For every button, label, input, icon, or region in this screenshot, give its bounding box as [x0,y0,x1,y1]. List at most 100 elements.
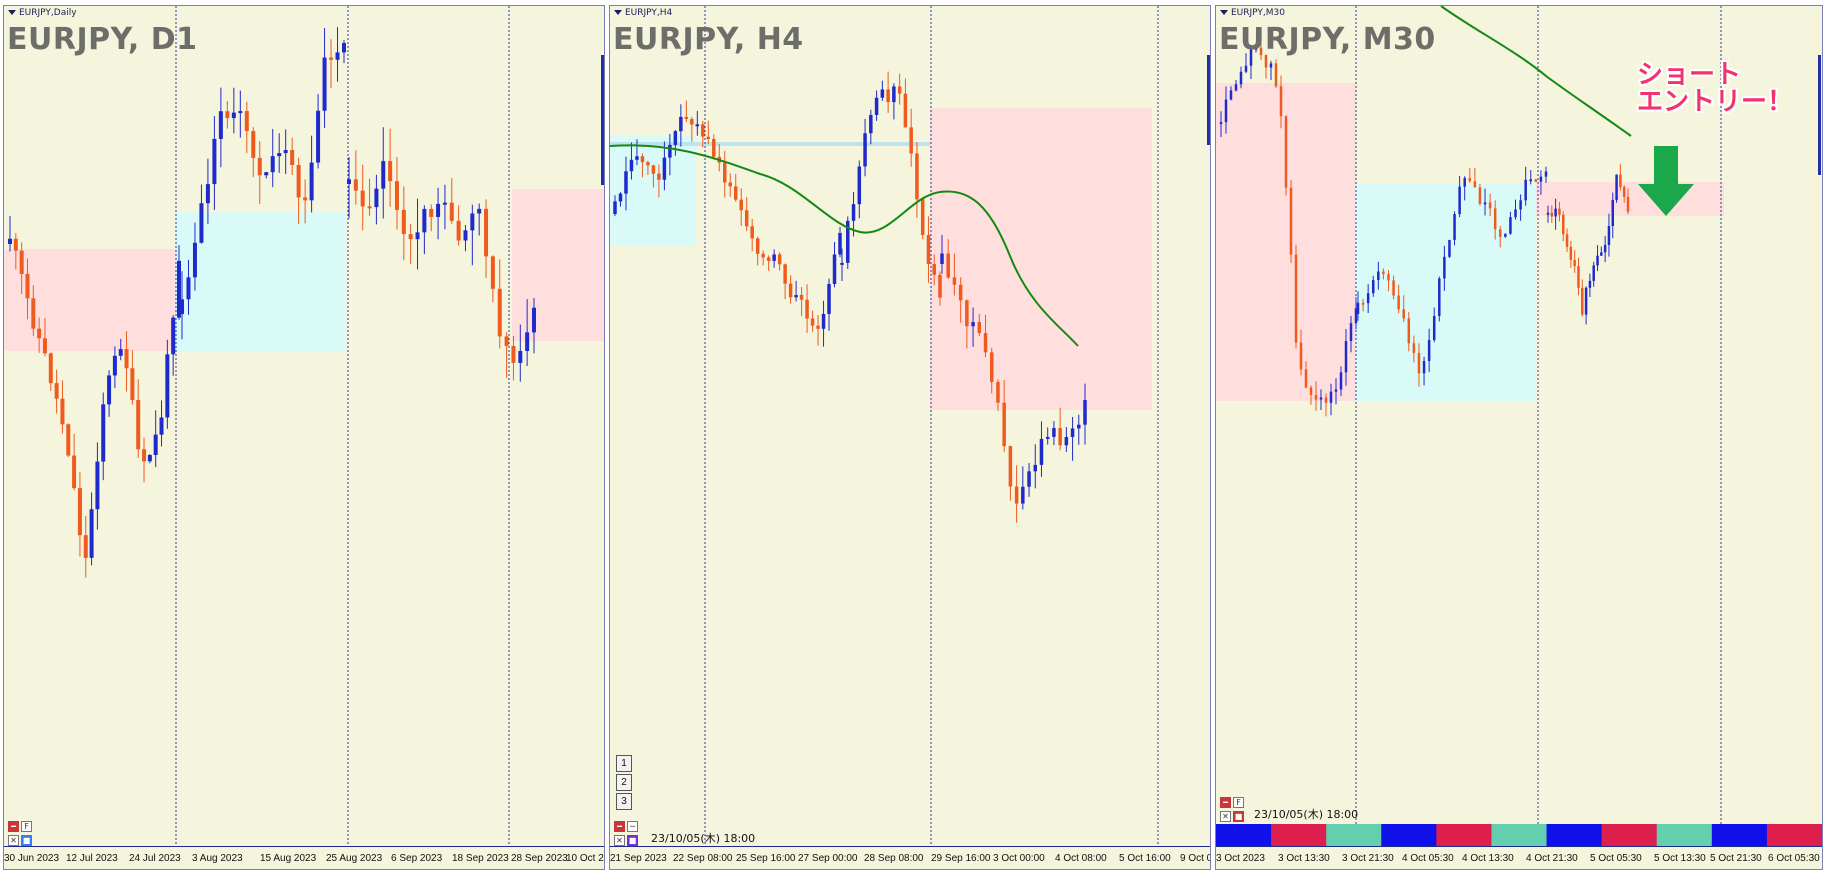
caret-down-icon [614,10,622,15]
tool-button-3[interactable]: 3 [616,793,632,810]
indicator-icon[interactable]: ■ [21,835,32,846]
candle [525,332,530,351]
moving-average-line [610,144,1079,347]
minimize-icon[interactable]: ━ [1220,797,1231,808]
chart-panel-d1[interactable]: EURJPY,Daily EURJPY, D1 30 Jun 2023 12 Ju… [3,5,605,870]
candlestick-chart-m30 [1216,6,1822,846]
minimize-icon[interactable]: ━ [8,821,19,832]
candle [205,184,210,204]
candle [810,318,815,326]
candle [1588,280,1592,288]
x-tick-label: 22 Sep 08:00 [673,853,733,864]
float-icon[interactable]: F [1233,797,1244,808]
candle [244,111,249,132]
candle [679,116,683,132]
candle [1577,266,1580,288]
candle [840,262,844,265]
candle [761,253,765,258]
candle [880,89,885,98]
candle [983,333,988,353]
candle [1412,343,1416,354]
candle [1544,171,1548,177]
candle [1534,179,1538,182]
candle [89,509,94,558]
chart-panel-m30[interactable]: EURJPY,M30 EURJPY, M30 3 Oct 2023 3 Oct 1… [1215,5,1823,870]
minimize-icon[interactable]: ━ [614,821,625,832]
caret-down-icon [1220,10,1228,15]
candle [827,283,831,314]
candle [846,220,850,263]
pink-zone [1536,182,1724,216]
indicator-icon[interactable]: ■ [1233,811,1244,822]
candle [322,57,327,111]
candle [1269,63,1273,68]
x-tick-label: 27 Sep 00:00 [798,853,858,864]
candle [147,454,152,462]
candle [794,295,798,298]
x-tick-label: 3 Aug 2023 [192,853,243,864]
candle [1619,174,1622,188]
candle [83,535,88,558]
candle [799,295,804,300]
candle [212,138,217,185]
candle [1529,179,1533,182]
session-bar-segment [1381,824,1438,846]
candle [449,202,454,221]
x-tick-label: 3 Oct 13:30 [1278,853,1330,864]
x-tick-label: 5 Oct 13:30 [1654,853,1706,864]
candle [958,284,963,301]
time-axis-d1: 30 Jun 2023 12 Jul 2023 24 Jul 2023 3 Aug 2… [4,846,604,869]
candle [952,277,957,285]
candle [1329,391,1333,403]
candle [1045,436,1050,439]
close-icon[interactable]: ✕ [8,835,19,846]
candle [1407,318,1411,344]
candle [920,199,925,236]
candle [238,111,243,114]
x-tick-label: 5 Oct 21:30 [1710,853,1762,864]
tool-button-2[interactable]: 2 [616,774,632,791]
mini-title-text: EURJPY,H4 [625,8,673,18]
candle [394,181,399,210]
tool-button-1[interactable]: 1 [616,755,632,772]
candle [1569,246,1573,260]
blue-zone [176,212,346,352]
chart-panel-h4[interactable]: EURJPY,H4 EURJPY, H4 21 Sep 2023 22 Sep 0… [609,5,1211,870]
candle [965,300,969,327]
candle [342,43,346,53]
candle [1468,178,1472,182]
candle [1319,397,1323,400]
timestamp-m30: 23/10/05(木) 18:00 [1254,808,1359,821]
candle [1354,308,1358,324]
indicator-icon[interactable]: ■ [627,835,638,846]
x-tick-label: 4 Oct 21:30 [1526,853,1578,864]
candle [19,250,24,274]
candle [805,299,809,319]
x-tick-label: 28 Sep 08:00 [864,853,924,864]
candle [1304,369,1308,388]
candle [1453,214,1456,240]
x-tick-label: 15 Aug 2023 [260,853,317,864]
float-icon[interactable]: ─ [627,821,638,832]
candle [657,173,661,180]
candle [946,253,950,278]
candle [1219,122,1223,125]
big-title-h4: EURJPY, H4 [613,22,804,57]
candle [668,144,672,158]
candle [142,449,147,462]
candle [1596,255,1599,266]
scroll-edge-marker [1207,55,1210,145]
x-tick-label: 4 Oct 05:30 [1402,853,1454,864]
candle [1366,293,1370,304]
candle [874,97,879,115]
candle [1234,84,1238,91]
x-tick-label: 25 Aug 2023 [326,853,383,864]
close-icon[interactable]: ✕ [614,835,625,846]
float-icon[interactable]: F [21,821,32,832]
candle [1224,99,1228,123]
close-icon[interactable]: ✕ [1220,811,1231,822]
candle [838,232,842,255]
candle [112,355,117,376]
candle [662,157,667,180]
candle [816,325,820,329]
